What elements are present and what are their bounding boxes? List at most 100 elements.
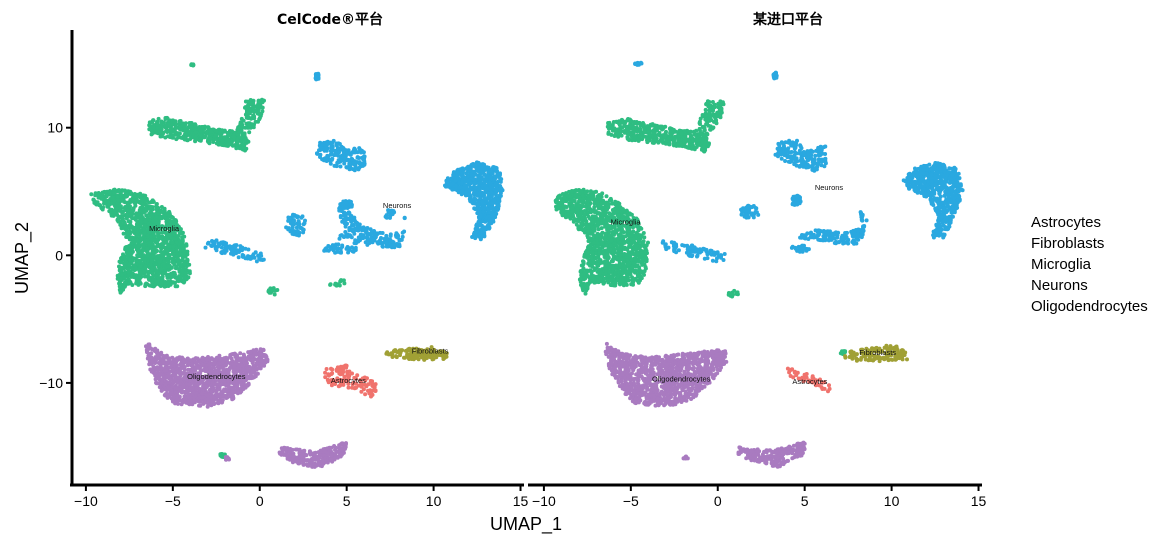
data-point bbox=[204, 384, 209, 389]
data-point bbox=[119, 276, 123, 281]
x-tick-label: 10 bbox=[426, 493, 442, 509]
data-point bbox=[263, 353, 268, 358]
data-point bbox=[170, 256, 175, 261]
data-point bbox=[247, 123, 252, 128]
data-point bbox=[212, 382, 217, 387]
data-point bbox=[488, 218, 493, 223]
data-point bbox=[291, 212, 295, 217]
data-point bbox=[359, 389, 364, 394]
data-point bbox=[472, 196, 477, 201]
data-point bbox=[171, 252, 176, 257]
data-point bbox=[353, 160, 358, 165]
data-point bbox=[171, 236, 176, 241]
data-point bbox=[332, 244, 337, 249]
data-point bbox=[449, 176, 454, 181]
data-point bbox=[143, 264, 148, 269]
data-point bbox=[340, 145, 345, 150]
data-point bbox=[241, 145, 246, 150]
data-point bbox=[294, 232, 299, 237]
data-point bbox=[248, 350, 253, 355]
data-point bbox=[402, 229, 407, 234]
data-point bbox=[273, 288, 278, 293]
data-point bbox=[493, 212, 498, 217]
data-point bbox=[120, 215, 125, 220]
data-point bbox=[373, 382, 378, 387]
data-point bbox=[191, 390, 196, 395]
data-point bbox=[250, 369, 255, 374]
data-point bbox=[146, 277, 151, 282]
data-point bbox=[142, 231, 147, 236]
data-point bbox=[184, 243, 189, 248]
data-point bbox=[225, 130, 230, 135]
x-tick-label: −5 bbox=[165, 493, 181, 509]
data-point bbox=[212, 239, 217, 244]
data-point bbox=[470, 162, 475, 167]
data-point bbox=[338, 364, 343, 369]
data-point bbox=[119, 197, 124, 202]
data-point bbox=[157, 259, 162, 264]
data-point bbox=[373, 234, 378, 239]
data-point bbox=[155, 129, 160, 134]
data-point bbox=[476, 176, 481, 181]
data-point bbox=[257, 112, 262, 117]
data-point bbox=[375, 231, 380, 236]
data-point bbox=[474, 161, 479, 166]
x-tick-label: −10 bbox=[74, 493, 98, 509]
data-point bbox=[252, 109, 257, 114]
data-point bbox=[151, 254, 156, 259]
data-point bbox=[370, 237, 375, 242]
data-point bbox=[128, 189, 133, 194]
data-point bbox=[136, 248, 141, 253]
data-point bbox=[365, 242, 370, 247]
data-point bbox=[182, 262, 187, 267]
data-point bbox=[474, 222, 479, 227]
data-point bbox=[365, 237, 370, 242]
data-point bbox=[237, 389, 241, 394]
data-point bbox=[256, 99, 261, 104]
data-point bbox=[112, 198, 117, 203]
data-point bbox=[482, 172, 487, 177]
data-point bbox=[128, 212, 133, 217]
data-point bbox=[112, 187, 117, 192]
data-point bbox=[481, 209, 486, 214]
panel-title-celcode: CelCode®平台 bbox=[277, 11, 383, 28]
data-point bbox=[215, 365, 220, 369]
data-point bbox=[242, 133, 247, 138]
data-point bbox=[487, 201, 492, 206]
data-point bbox=[118, 283, 123, 288]
data-point bbox=[154, 203, 159, 208]
data-point bbox=[93, 191, 98, 196]
data-point bbox=[205, 404, 210, 409]
data-point bbox=[174, 357, 179, 362]
data-point bbox=[338, 215, 343, 220]
data-point bbox=[334, 283, 339, 288]
data-point bbox=[131, 229, 136, 234]
data-point bbox=[487, 226, 492, 231]
data-point bbox=[221, 366, 225, 371]
data-point bbox=[226, 384, 231, 389]
data-point bbox=[161, 354, 166, 358]
data-point bbox=[334, 367, 339, 372]
data-point bbox=[197, 365, 202, 370]
data-point bbox=[181, 365, 186, 370]
data-point bbox=[250, 254, 255, 259]
data-point bbox=[148, 262, 153, 267]
data-point bbox=[138, 270, 143, 275]
data-point bbox=[153, 346, 158, 351]
data-point bbox=[219, 142, 223, 147]
data-point bbox=[253, 351, 258, 356]
data-point bbox=[304, 453, 309, 458]
data-point bbox=[294, 225, 299, 230]
data-point bbox=[234, 243, 239, 248]
data-point bbox=[397, 238, 402, 243]
data-point bbox=[388, 237, 393, 242]
data-point bbox=[152, 238, 157, 243]
data-point bbox=[367, 390, 372, 395]
data-point bbox=[155, 249, 159, 253]
data-point bbox=[127, 262, 132, 267]
data-point bbox=[116, 198, 121, 203]
data-point bbox=[232, 143, 237, 148]
data-point bbox=[258, 352, 263, 357]
data-point bbox=[359, 384, 364, 389]
data-point bbox=[119, 226, 124, 231]
